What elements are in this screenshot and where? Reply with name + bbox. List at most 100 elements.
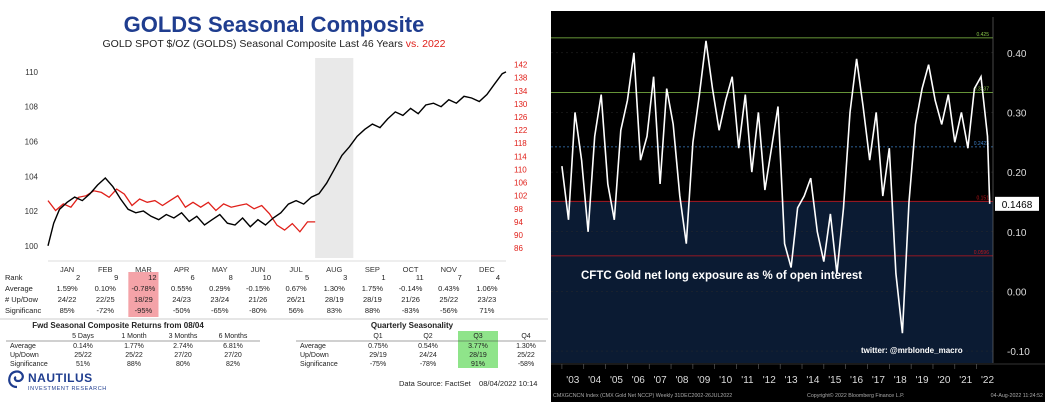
stat-cell: 1.30% xyxy=(324,284,346,293)
x-tick-label: '07 xyxy=(654,375,667,386)
y-tick-label: 0.10 xyxy=(1007,228,1027,239)
fwd-cell: 27/20 xyxy=(224,352,242,359)
fwd-col-header: 3 Months xyxy=(169,333,198,340)
month-label: OCT xyxy=(403,265,419,274)
stat-cell: -56% xyxy=(440,306,458,315)
cftc-chart-panel: 0.425 0.3337 0.2423 0.151 0.0596 0.40 0.30 0.20… xyxy=(551,11,1045,402)
quarterly-cell: 3.77% xyxy=(468,343,488,350)
logo-name: NAUTILUS xyxy=(28,371,93,385)
composite-line xyxy=(47,71,507,246)
quarter-col-header: Q2 xyxy=(423,333,432,340)
fwd-col-header: 6 Months xyxy=(219,333,248,340)
stat-cell: 0.67% xyxy=(285,284,307,293)
right-tick-label: 126 xyxy=(514,113,528,122)
x-tick-label: '14 xyxy=(806,375,819,386)
quarterly-cell: 0.54% xyxy=(418,343,438,350)
stat-cell: -65% xyxy=(211,306,229,315)
quarter-col-header: Q4 xyxy=(521,333,530,340)
stat-cell: 1.75% xyxy=(362,284,384,293)
stat-cell: 85% xyxy=(60,306,75,315)
x-tick-label: '15 xyxy=(828,375,841,386)
stat-cell: 5 xyxy=(305,273,309,282)
y-tick-label: 0.20 xyxy=(1007,168,1027,179)
current-value-box xyxy=(995,196,1039,211)
stat-cell: 23/23 xyxy=(478,295,497,304)
chart-title: GOLDS Seasonal Composite xyxy=(123,12,425,37)
x-tick-label: '09 xyxy=(697,375,710,386)
fwd-cell: 0.14% xyxy=(73,343,93,350)
right-tick-label: 114 xyxy=(514,152,527,161)
footer-copyright: Copyright© 2022 Bloomberg Finance L.P. xyxy=(807,392,904,399)
quarterly-row-label: Significance xyxy=(300,361,338,368)
cftc-annotation: CFTC Gold net long exposure as % of open… xyxy=(581,270,862,282)
quarter-col-header: Q3 xyxy=(473,333,482,340)
stat-row-label: # Up/Dow xyxy=(5,295,39,304)
month-label: MAR xyxy=(135,265,152,274)
stat-cell: 7 xyxy=(458,273,462,282)
stat-cell: 0.29% xyxy=(209,284,231,293)
footer-series-info: CMXGCNCN Index (CMX Gold Net NCCP) Weekl… xyxy=(553,393,732,399)
seasonal-chart-svg: 1001021041061081108690949810210611011411… xyxy=(0,58,548,368)
stat-cell: -95% xyxy=(135,306,153,315)
y-tick-label: 0.00 xyxy=(1007,287,1027,298)
fwd-cell: 2.74% xyxy=(173,343,193,350)
month-label: NOV xyxy=(441,265,457,274)
nautilus-logo-icon xyxy=(8,370,24,389)
right-tick-label: 94 xyxy=(514,218,523,227)
month-label: DEC xyxy=(479,265,495,274)
fwd-cell: 6.81% xyxy=(223,343,243,350)
reference-line-label: 0.2423 xyxy=(974,141,990,147)
right-tick-label: 98 xyxy=(514,205,523,214)
quarterly-cell: 91% xyxy=(471,361,485,368)
net-long-line xyxy=(561,40,991,334)
stat-cell: 28/19 xyxy=(325,295,344,304)
fwd-row-label: Average xyxy=(10,343,36,350)
month-label: MAY xyxy=(212,265,228,274)
stat-cell: 21/26 xyxy=(249,295,268,304)
twitter-handle: twitter: @mrblonde_macro xyxy=(861,346,963,355)
left-tick-label: 100 xyxy=(25,242,39,251)
y-tick-label: 0.30 xyxy=(1007,108,1027,119)
stat-cell: -0.14% xyxy=(399,284,423,293)
stat-cell: 56% xyxy=(289,306,304,315)
current-value-label: 0.1468 xyxy=(1002,200,1033,211)
fwd-row-label: Significance xyxy=(10,361,48,368)
stat-cell: 10 xyxy=(263,273,271,282)
x-tick-label: '21 xyxy=(959,375,972,386)
stat-row-label: Average xyxy=(5,284,33,293)
quarter-col-header: Q1 xyxy=(373,333,382,340)
x-tick-label: '22 xyxy=(981,375,994,386)
fwd-row-label: Up/Down xyxy=(10,352,39,359)
x-tick-label: '11 xyxy=(741,375,754,386)
x-tick-label: '10 xyxy=(719,375,732,386)
stat-cell: 1 xyxy=(381,273,385,282)
month-label: AUG xyxy=(326,265,342,274)
quarterly-row-label: Average xyxy=(300,343,326,350)
stat-cell: 23/24 xyxy=(210,295,229,304)
seasonal-composite-panel: GOLDS Seasonal Composite GOLD SPOT $/OZ … xyxy=(0,12,548,392)
right-tick-label: 106 xyxy=(514,179,528,188)
stat-cell: -80% xyxy=(249,306,267,315)
right-tick-label: 122 xyxy=(514,126,528,135)
right-tick-label: 102 xyxy=(514,192,528,201)
quarterly-title: Quarterly Seasonality xyxy=(371,321,454,330)
left-tick-label: 102 xyxy=(25,207,39,216)
stat-cell: 24/23 xyxy=(172,295,191,304)
reference-line-label: 0.151 xyxy=(976,195,989,201)
fwd-cell: 88% xyxy=(127,361,141,368)
subtitle-text: GOLD SPOT $/OZ (GOLDS) Seasonal Composit… xyxy=(102,38,403,50)
fwd-cell: 82% xyxy=(226,361,240,368)
left-tick-label: 106 xyxy=(25,137,39,146)
x-tick-label: '03 xyxy=(566,375,579,386)
stat-row-label: Rank xyxy=(5,273,23,282)
quarterly-cell: 24/24 xyxy=(419,352,437,359)
stat-cell: 9 xyxy=(114,273,118,282)
quarterly-cell: -58% xyxy=(518,361,534,368)
quarterly-cell: 1.30% xyxy=(516,343,536,350)
right-tick-label: 86 xyxy=(514,244,523,253)
fwd-title: Fwd Seasonal Composite Returns from 08/0… xyxy=(32,321,204,330)
stat-cell: 21/26 xyxy=(401,295,420,304)
stat-cell: -50% xyxy=(173,306,191,315)
stat-cell: 0.43% xyxy=(438,284,460,293)
chart-subtitle: GOLD SPOT $/OZ (GOLDS) Seasonal Composit… xyxy=(0,38,548,50)
